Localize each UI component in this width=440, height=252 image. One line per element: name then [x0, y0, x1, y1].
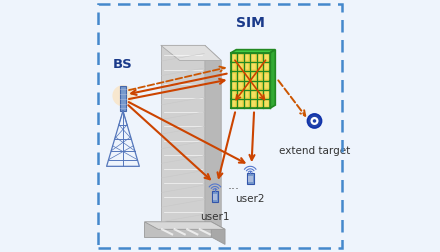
Bar [238, 91, 243, 98]
Text: BS: BS [113, 57, 133, 71]
Bar [231, 54, 236, 61]
Bar [231, 100, 236, 107]
Text: extend target: extend target [279, 146, 350, 156]
Bar [231, 82, 236, 89]
Bar [257, 100, 263, 107]
Bar [264, 82, 269, 89]
Bar [238, 100, 243, 107]
Bar [245, 63, 249, 70]
Bar [238, 82, 243, 89]
Bar [238, 54, 243, 61]
Polygon shape [205, 45, 221, 237]
Bar [245, 91, 249, 98]
Bar [212, 191, 218, 202]
Bar [248, 176, 253, 182]
Bar [231, 73, 236, 80]
Bar [231, 91, 236, 98]
Circle shape [313, 119, 316, 123]
Bar [238, 63, 243, 70]
Polygon shape [211, 222, 225, 244]
Circle shape [112, 85, 134, 106]
Bar [257, 82, 263, 89]
Bar [257, 91, 263, 98]
Bar [251, 73, 256, 80]
Bar [251, 82, 256, 89]
Polygon shape [144, 222, 211, 237]
Bar [231, 63, 236, 70]
Polygon shape [161, 45, 205, 227]
Bar [264, 100, 269, 107]
Bar [245, 82, 249, 89]
Bar [257, 73, 263, 80]
Text: user1: user1 [200, 212, 230, 222]
Bar [264, 63, 269, 70]
Bar [120, 86, 126, 111]
Polygon shape [270, 50, 275, 108]
Bar [245, 54, 249, 61]
Bar [238, 73, 243, 80]
Bar [264, 91, 269, 98]
Circle shape [311, 117, 319, 125]
Bar [231, 53, 270, 108]
Bar [264, 73, 269, 80]
Polygon shape [161, 45, 221, 60]
Bar [247, 173, 253, 184]
Bar [245, 73, 249, 80]
Text: user2: user2 [235, 194, 265, 204]
Bar [257, 54, 263, 61]
Text: SIM: SIM [236, 16, 265, 30]
Bar [245, 100, 249, 107]
Polygon shape [144, 222, 225, 229]
Circle shape [308, 114, 322, 128]
Bar [251, 100, 256, 107]
Polygon shape [231, 50, 275, 53]
Bar [251, 54, 256, 61]
Text: ...: ... [227, 179, 239, 192]
Bar [251, 63, 256, 70]
Bar [264, 54, 269, 61]
Bar [251, 91, 256, 98]
Bar [257, 63, 263, 70]
Bar [213, 194, 217, 200]
